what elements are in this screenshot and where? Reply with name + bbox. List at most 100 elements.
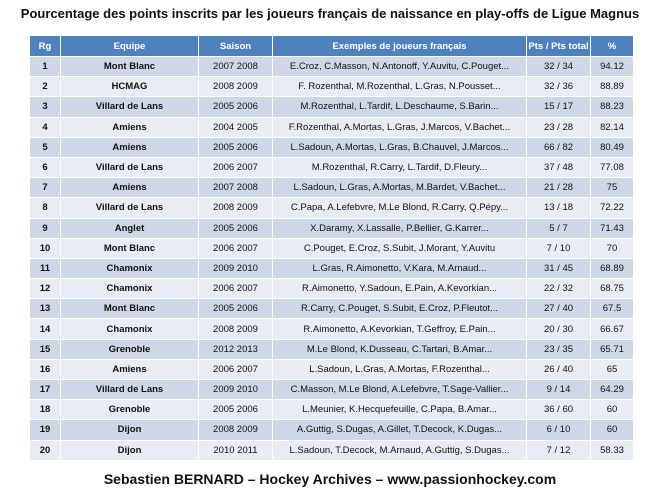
cell-rank: 1 bbox=[29, 55, 61, 78]
table-row: 17 Villard de Lans 2009 2010 C.Masson, M.Le… bbox=[29, 378, 634, 401]
cell-percent: 58.33 bbox=[590, 439, 634, 461]
cell-points: 20 / 30 bbox=[526, 318, 591, 340]
column-header-rank: Rg bbox=[29, 35, 61, 57]
cell-points: 36 / 60 bbox=[526, 399, 591, 421]
table-row: 3 Villard de Lans 2005 2006 M.Rozenthal, L.… bbox=[29, 96, 634, 118]
cell-team: Villard de Lans bbox=[60, 197, 199, 219]
cell-rank: 14 bbox=[29, 318, 61, 340]
cell-team: Villard de Lans bbox=[60, 156, 199, 179]
table-row: 1 Mont Blanc 2007 2008 E.Croz, C.Masson, N.… bbox=[29, 55, 634, 78]
cell-team: Chamonix bbox=[60, 278, 199, 300]
cell-season: 2006 2007 bbox=[198, 156, 273, 179]
cell-points: 15 / 17 bbox=[526, 96, 591, 118]
cell-team: Grenoble bbox=[60, 338, 199, 360]
page-title: Pourcentage des points inscrits par les … bbox=[20, 6, 640, 21]
cell-team: Mont Blanc bbox=[60, 55, 199, 78]
table-row: 9 Anglet 2005 2006 X.Daramy, X.Lassalle, P.… bbox=[29, 217, 634, 239]
cell-percent: 75 bbox=[590, 177, 634, 199]
cell-team: Amiens bbox=[60, 177, 199, 199]
cell-players: C.Pouget, E.Croz, S.Subit, J.Morant, Y.A… bbox=[272, 237, 527, 259]
table-row: 13 Mont Blanc 2005 2006 R.Carry, C.Pouget, … bbox=[29, 298, 634, 320]
cell-percent: 60 bbox=[590, 399, 634, 421]
cell-percent: 72.22 bbox=[590, 197, 634, 219]
cell-rank: 12 bbox=[29, 278, 61, 300]
cell-percent: 67.5 bbox=[590, 298, 634, 320]
cell-rank: 6 bbox=[29, 156, 61, 179]
cell-percent: 65.71 bbox=[590, 338, 634, 360]
cell-percent: 88.89 bbox=[590, 76, 634, 98]
cell-season: 2005 2006 bbox=[198, 298, 273, 320]
cell-season: 2004 2005 bbox=[198, 116, 273, 138]
cell-team: Chamonix bbox=[60, 318, 199, 340]
cell-season: 2012 2013 bbox=[198, 338, 273, 360]
cell-players: M.Rozenthal, L.Tardif, L.Deschaume, S.Ba… bbox=[272, 96, 527, 118]
cell-players: L.Gras, R.Aimonetto, V.Kara, M.Arnaud... bbox=[272, 257, 527, 280]
cell-season: 2008 2009 bbox=[198, 419, 273, 441]
cell-team: Villard de Lans bbox=[60, 96, 199, 118]
cell-points: 6 / 10 bbox=[526, 419, 591, 441]
cell-team: Villard de Lans bbox=[60, 378, 199, 401]
cell-players: R.Carry, C.Pouget, S.Subit, E.Croz, P.Fl… bbox=[272, 298, 527, 320]
cell-points: 32 / 34 bbox=[526, 55, 591, 78]
cell-points: 27 / 40 bbox=[526, 298, 591, 320]
table-row: 16 Amiens 2006 2007 L.Sadoun, L.Gras, A.Mor… bbox=[29, 358, 634, 381]
cell-percent: 68.75 bbox=[590, 278, 634, 300]
cell-players: R.Aimonetto, Y.Sadoun, E.Pain, A.Kevorki… bbox=[272, 278, 527, 300]
table-header-row: Rg Equipe Saison Exemples de joueurs fra… bbox=[29, 35, 634, 57]
cell-rank: 10 bbox=[29, 237, 61, 259]
cell-season: 2010 2011 bbox=[198, 439, 273, 461]
cell-players: R.Aimonetto, A.Kevorkian, T.Geffroy, E.P… bbox=[272, 318, 527, 340]
cell-rank: 17 bbox=[29, 378, 61, 401]
cell-rank: 4 bbox=[29, 116, 61, 138]
cell-season: 2009 2010 bbox=[198, 257, 273, 280]
cell-players: L.Sadoun, A.Mortas, L.Gras, B.Chauvel, J… bbox=[272, 136, 527, 158]
table-row: 5 Amiens 2005 2006 L.Sadoun, A.Mortas, L.Gr… bbox=[29, 136, 634, 158]
cell-percent: 66.67 bbox=[590, 318, 634, 340]
cell-players: A.Guttig, S.Dugas, A.Gillet, T.Decock, K… bbox=[272, 419, 527, 441]
cell-rank: 5 bbox=[29, 136, 61, 158]
cell-percent: 94.12 bbox=[590, 55, 634, 78]
cell-season: 2009 2010 bbox=[198, 378, 273, 401]
table-row: 6 Villard de Lans 2006 2007 M.Rozenthal, R.… bbox=[29, 156, 634, 179]
column-header-players: Exemples de joueurs français bbox=[272, 35, 527, 57]
cell-percent: 64.29 bbox=[590, 378, 634, 401]
column-header-points: Pts / Pts total bbox=[526, 35, 591, 57]
cell-points: 22 / 32 bbox=[526, 278, 591, 300]
table-body: 1 Mont Blanc 2007 2008 E.Croz, C.Masson, N.… bbox=[29, 55, 634, 461]
cell-rank: 19 bbox=[29, 419, 61, 441]
cell-season: 2008 2009 bbox=[198, 76, 273, 98]
cell-rank: 3 bbox=[29, 96, 61, 118]
cell-season: 2006 2007 bbox=[198, 358, 273, 381]
cell-season: 2008 2009 bbox=[198, 318, 273, 340]
cell-team: HCMAG bbox=[60, 76, 199, 98]
table-row: 15 Grenoble 2012 2013 M.Le Blond, K.Dusseau… bbox=[29, 338, 634, 360]
cell-team: Mont Blanc bbox=[60, 237, 199, 259]
cell-team: Amiens bbox=[60, 358, 199, 381]
cell-points: 7 / 12 bbox=[526, 439, 591, 461]
cell-team: Grenoble bbox=[60, 399, 199, 421]
cell-season: 2005 2006 bbox=[198, 136, 273, 158]
cell-season: 2005 2006 bbox=[198, 399, 273, 421]
cell-players: L.Meunier, K.Hecquefeuille, C.Papa, B.Am… bbox=[272, 399, 527, 421]
cell-points: 9 / 14 bbox=[526, 378, 591, 401]
cell-players: C.Papa, A.Lefebvre, M.Le Blond, R.Carry,… bbox=[272, 197, 527, 219]
table-row: 10 Mont Blanc 2006 2007 C.Pouget, E.Croz, S… bbox=[29, 237, 634, 259]
cell-players: F.Rozenthal, A.Mortas, L.Gras, J.Marcos,… bbox=[272, 116, 527, 138]
cell-players: C.Masson, M.Le Blond, A.Lefebvre, T.Sage… bbox=[272, 378, 527, 401]
cell-rank: 16 bbox=[29, 358, 61, 381]
table-row: 20 Dijon 2010 2011 L.Sadoun, T.Decock, M.Ar… bbox=[29, 439, 634, 461]
table-row: 8 Villard de Lans 2008 2009 C.Papa, A.Lefeb… bbox=[29, 197, 634, 219]
cell-players: L.Sadoun, L.Gras, A.Mortas, F.Rozenthal.… bbox=[272, 358, 527, 381]
cell-points: 66 / 82 bbox=[526, 136, 591, 158]
cell-season: 2006 2007 bbox=[198, 278, 273, 300]
cell-season: 2007 2008 bbox=[198, 55, 273, 78]
cell-players: M.Rozenthal, R.Carry, L.Tardif, D.Fleury… bbox=[272, 156, 527, 179]
table-row: 12 Chamonix 2006 2007 R.Aimonetto, Y.Sadoun… bbox=[29, 278, 634, 300]
cell-players: L.Sadoun, L.Gras, A.Mortas, M.Bardet, V.… bbox=[272, 177, 527, 199]
cell-rank: 2 bbox=[29, 76, 61, 98]
cell-points: 13 / 18 bbox=[526, 197, 591, 219]
cell-points: 21 / 28 bbox=[526, 177, 591, 199]
column-header-percent: % bbox=[590, 35, 634, 57]
cell-percent: 82.14 bbox=[590, 116, 634, 138]
cell-points: 31 / 45 bbox=[526, 257, 591, 280]
